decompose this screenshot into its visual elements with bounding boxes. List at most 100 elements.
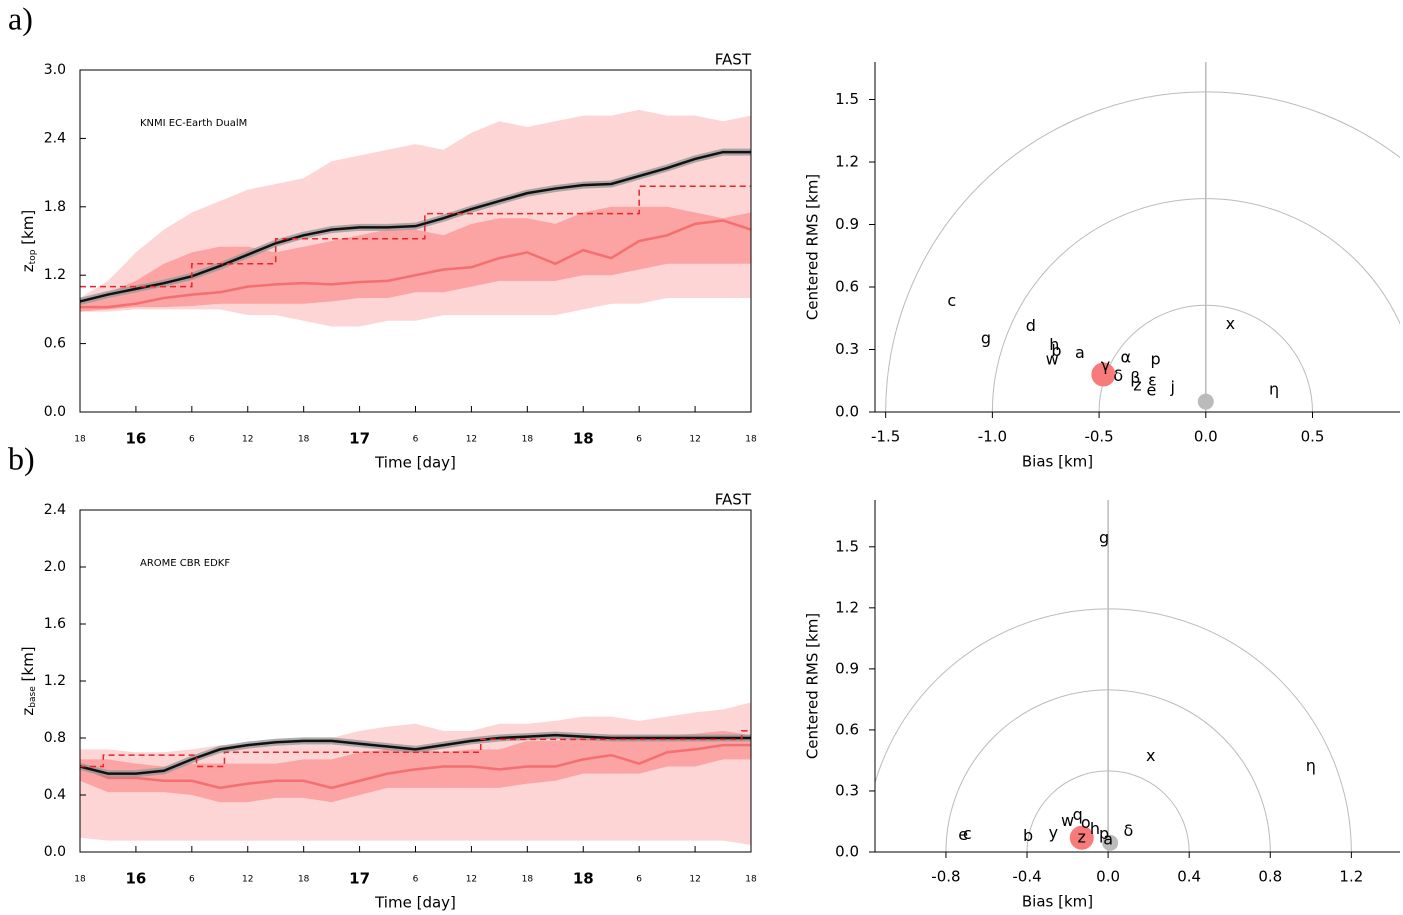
y-label-sub: base bbox=[28, 686, 38, 708]
x-axis-label: Bias [km] bbox=[1022, 453, 1093, 471]
model-letter: h bbox=[1049, 335, 1059, 354]
model-letter: z bbox=[1133, 375, 1141, 394]
x-tick-label: 18 bbox=[522, 875, 534, 885]
x-tick-label: 0.0 bbox=[1194, 428, 1218, 446]
y-tick-label: 0.3 bbox=[835, 340, 859, 358]
x-tick-label: 18 bbox=[745, 435, 757, 445]
y-axis-label: Centered RMS [km] bbox=[804, 174, 822, 320]
x-axis-label: Time [day] bbox=[374, 894, 456, 912]
model-letter: h bbox=[1090, 819, 1100, 838]
x-axis-label: Time [day] bbox=[374, 454, 456, 472]
x-tick-label: 18 bbox=[573, 430, 594, 448]
model-letter: b bbox=[1023, 826, 1033, 845]
x-tick-label: 18 bbox=[298, 435, 310, 445]
x-tick-label: -0.4 bbox=[1012, 868, 1041, 886]
plot-area: g x η ec b yqw o hpa δ z bbox=[875, 500, 1352, 852]
model-letter: p bbox=[1151, 349, 1161, 368]
model-letter: c bbox=[963, 824, 972, 843]
y-axis-label: ztop [km] bbox=[19, 210, 38, 272]
y-tick-label: 0.4 bbox=[44, 787, 66, 803]
y-tick-label: 1.5 bbox=[835, 90, 859, 108]
x-tick-label: 16 bbox=[125, 870, 146, 888]
model-letter: x bbox=[1146, 746, 1155, 765]
x-tick-label: 18 bbox=[298, 875, 310, 885]
model-letter: δ bbox=[1123, 821, 1133, 840]
x-tick-label: -0.5 bbox=[1084, 428, 1113, 446]
x-tick-label: 0.0 bbox=[1096, 868, 1120, 886]
y-tick-label: 3.0 bbox=[44, 62, 66, 78]
x-tick-label: 6 bbox=[636, 875, 642, 885]
series-line bbox=[80, 730, 751, 768]
x-tick-label: 12 bbox=[466, 435, 477, 445]
reference-dot bbox=[1197, 393, 1214, 410]
model-letter: a bbox=[1075, 343, 1085, 362]
corner-label: FAST bbox=[715, 491, 752, 509]
reference-dot bbox=[1102, 834, 1119, 851]
x-tick-label: 12 bbox=[242, 875, 253, 885]
y-tick-label: 1.5 bbox=[835, 537, 859, 555]
model-letter: δ bbox=[1113, 366, 1123, 385]
y-tick-label: 0.0 bbox=[835, 843, 859, 861]
model-letter: d bbox=[1026, 316, 1036, 335]
y-tick-label: 0.0 bbox=[44, 844, 66, 860]
x-tick-label: 18 bbox=[573, 870, 594, 888]
x-tick-label: 18 bbox=[74, 435, 86, 445]
y-tick-label: 0.9 bbox=[835, 215, 859, 233]
model-letter: w bbox=[1046, 349, 1059, 368]
model-letter: o bbox=[1081, 813, 1091, 832]
x-tick-label: 6 bbox=[413, 875, 419, 885]
model-letter: y bbox=[1049, 823, 1058, 842]
x-tick-label: 12 bbox=[689, 435, 700, 445]
model-letter: q bbox=[1073, 805, 1083, 824]
reference-dot bbox=[1069, 825, 1094, 850]
x-tick-label: 0.5 bbox=[1301, 428, 1325, 446]
y-label-sub: top bbox=[28, 249, 38, 264]
y-tick-label: 2.4 bbox=[44, 130, 66, 146]
model-letter: p bbox=[1099, 824, 1109, 843]
series-line bbox=[79, 733, 751, 775]
corner-label: FAST bbox=[715, 51, 752, 69]
x-tick-label: 16 bbox=[125, 430, 146, 448]
x-tick-label: 18 bbox=[745, 875, 757, 885]
y-tick-label: 0.6 bbox=[835, 720, 859, 738]
x-tick-label: 0.8 bbox=[1258, 868, 1282, 886]
model-letter: η bbox=[1306, 756, 1316, 775]
x-tick-label: 6 bbox=[189, 875, 195, 885]
y-label-main: z bbox=[19, 708, 37, 716]
panel-label: a) bbox=[8, 0, 33, 36]
model-letter: j bbox=[1169, 378, 1174, 397]
model-letter: ε bbox=[1148, 370, 1157, 389]
x-tick-label: 18 bbox=[74, 875, 86, 885]
x-tick-label: 6 bbox=[189, 435, 195, 445]
model-letter: w bbox=[1061, 811, 1074, 830]
legend-label: AROME CBR EDKF bbox=[140, 558, 230, 569]
x-tick-label: 0.4 bbox=[1177, 868, 1201, 886]
x-axis-label: Bias [km] bbox=[1022, 893, 1093, 911]
model-letter: a bbox=[1103, 829, 1113, 848]
series-line bbox=[80, 219, 752, 309]
x-tick-label: 6 bbox=[636, 435, 642, 445]
y-label-unit: [km] bbox=[19, 210, 37, 250]
y-tick-label: 1.2 bbox=[835, 598, 859, 616]
y-label-main: z bbox=[19, 264, 37, 272]
x-tick-label: -0.8 bbox=[931, 868, 960, 886]
model-letter: e bbox=[1146, 381, 1156, 400]
y-label-unit: [km] bbox=[19, 646, 37, 686]
x-tick-label: 17 bbox=[349, 430, 370, 448]
x-tick-label: 17 bbox=[349, 870, 370, 888]
model-letter: β bbox=[1130, 368, 1140, 387]
x-tick-label: -1.5 bbox=[871, 428, 900, 446]
y-tick-label: 1.8 bbox=[44, 199, 66, 215]
y-axis-label: Centered RMS [km] bbox=[804, 613, 822, 759]
x-tick-label: 6 bbox=[413, 435, 419, 445]
x-tick-label: 12 bbox=[242, 435, 253, 445]
y-tick-label: 1.2 bbox=[835, 153, 859, 171]
model-letter: g bbox=[981, 329, 991, 348]
y-tick-label: 0.0 bbox=[835, 403, 859, 421]
model-letter: x bbox=[1226, 314, 1235, 333]
y-tick-label: 0.8 bbox=[44, 730, 66, 746]
x-tick-label: 12 bbox=[466, 875, 477, 885]
x-tick-label: 18 bbox=[522, 435, 534, 445]
